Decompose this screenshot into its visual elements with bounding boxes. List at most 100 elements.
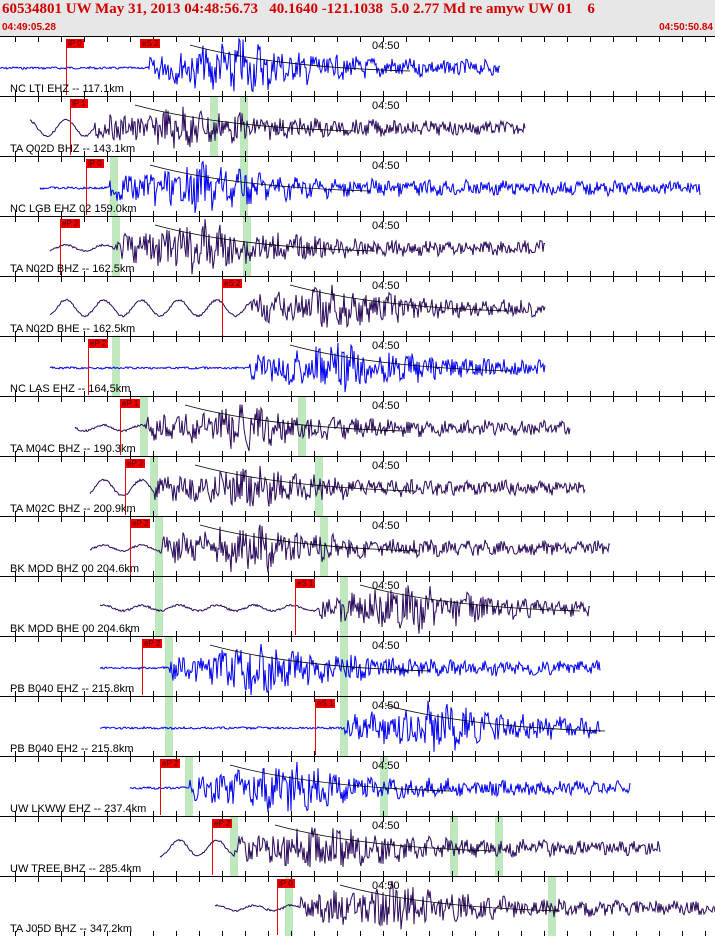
time-tick [682, 877, 683, 882]
time-tick [222, 151, 223, 156]
time-tick [291, 397, 292, 402]
time-tick [61, 691, 62, 696]
time-tick [498, 37, 499, 42]
time-tick [429, 871, 430, 876]
phase-pick-label[interactable]: eP 2 [130, 519, 151, 528]
time-tick [245, 151, 246, 156]
time-tick [84, 391, 85, 396]
phase-pick-label[interactable]: eP 2 [60, 219, 81, 228]
time-tick [176, 571, 177, 576]
time-tick [475, 877, 476, 882]
time-tick [521, 217, 522, 222]
time-tick [567, 391, 568, 396]
time-tick [268, 151, 269, 156]
time-tick-label: 04:50 [372, 280, 400, 292]
time-tick [38, 37, 39, 42]
time-tick [567, 571, 568, 576]
time-tick [498, 697, 499, 702]
time-tick [636, 211, 637, 216]
time-tick [567, 277, 568, 282]
time-tick [475, 97, 476, 102]
arrival-curve [289, 284, 511, 312]
time-tick [636, 457, 637, 462]
time-tick [383, 151, 384, 156]
phase-pick-label[interactable]: eP 2 [212, 819, 233, 828]
waveform-line [89, 524, 611, 573]
waveform-line [29, 106, 526, 149]
phase-pick-label[interactable]: eP 2 [88, 339, 109, 348]
time-tick [498, 751, 499, 756]
phase-pick-label[interactable]: eS 1 [295, 579, 316, 588]
phase-pick-label[interactable]: eS 1 [315, 699, 336, 708]
time-tick [452, 37, 453, 42]
time-tick [84, 637, 85, 642]
time-tick [406, 277, 407, 282]
phase-pick-label[interactable]: iP 1 [70, 99, 88, 108]
time-tick [360, 271, 361, 276]
time-tick [176, 871, 177, 876]
time-tick [107, 511, 108, 516]
time-tick [406, 151, 407, 156]
time-tick [659, 271, 660, 276]
time-tick [176, 511, 177, 516]
time-tick [659, 871, 660, 876]
time-tick [130, 931, 131, 936]
time-tick [521, 691, 522, 696]
time-tick [406, 637, 407, 642]
time-tick [567, 37, 568, 42]
trace-row: eP 2 04:50 TA M02C BHZ -- 200.9km [0, 456, 715, 516]
time-tick [682, 451, 683, 456]
time-tick [705, 697, 706, 702]
time-tick [268, 331, 269, 336]
phase-pick-label[interactable]: eP 1 [120, 399, 141, 408]
time-tick [705, 391, 706, 396]
time-tick [613, 391, 614, 396]
time-tick [176, 877, 177, 882]
time-tick [337, 871, 338, 876]
time-tick [682, 637, 683, 642]
time-tick [613, 37, 614, 42]
time-tick [38, 217, 39, 222]
time-tick [222, 697, 223, 702]
phase-pick-label[interactable]: eP 2 [142, 639, 163, 648]
time-tick [130, 277, 131, 282]
time-tick [153, 271, 154, 276]
time-tick [153, 97, 154, 102]
time-tick [705, 751, 706, 756]
phase-pick-label[interactable]: eP 2 [125, 459, 146, 468]
station-label: PB B040 EH2 -- 215.8km [10, 743, 134, 755]
phase-pick-label[interactable]: eS 2 [140, 39, 161, 48]
time-tick [268, 517, 269, 522]
time-tick [245, 91, 246, 96]
phase-pick-label[interactable]: eS 2 [222, 279, 243, 288]
time-tick [406, 811, 407, 816]
time-tick [682, 157, 683, 162]
time-tick [268, 157, 269, 162]
time-tick [61, 91, 62, 96]
time-tick [521, 151, 522, 156]
time-tick [360, 697, 361, 702]
arrival-curve [209, 644, 431, 672]
time-tick [544, 811, 545, 816]
arrival-curve [199, 524, 421, 552]
time-tick [567, 211, 568, 216]
time-tick [314, 817, 315, 822]
time-tick [682, 391, 683, 396]
phase-pick-label[interactable]: iP 0 [66, 39, 84, 48]
phase-pick-label[interactable]: iP 0 [277, 879, 295, 888]
time-tick [498, 577, 499, 582]
time-tick [567, 397, 568, 402]
time-tick [498, 391, 499, 396]
time-tick [268, 871, 269, 876]
time-tick [15, 457, 16, 462]
time-tick [84, 577, 85, 582]
time-tick [245, 277, 246, 282]
time-tick [199, 451, 200, 456]
time-tick [15, 91, 16, 96]
time-tick [498, 631, 499, 636]
time-tick [153, 217, 154, 222]
time-tick [268, 811, 269, 816]
phase-pick-label[interactable]: iP 0 [86, 159, 104, 168]
time-tick [406, 157, 407, 162]
phase-pick-label[interactable]: eP 2 [160, 759, 181, 768]
